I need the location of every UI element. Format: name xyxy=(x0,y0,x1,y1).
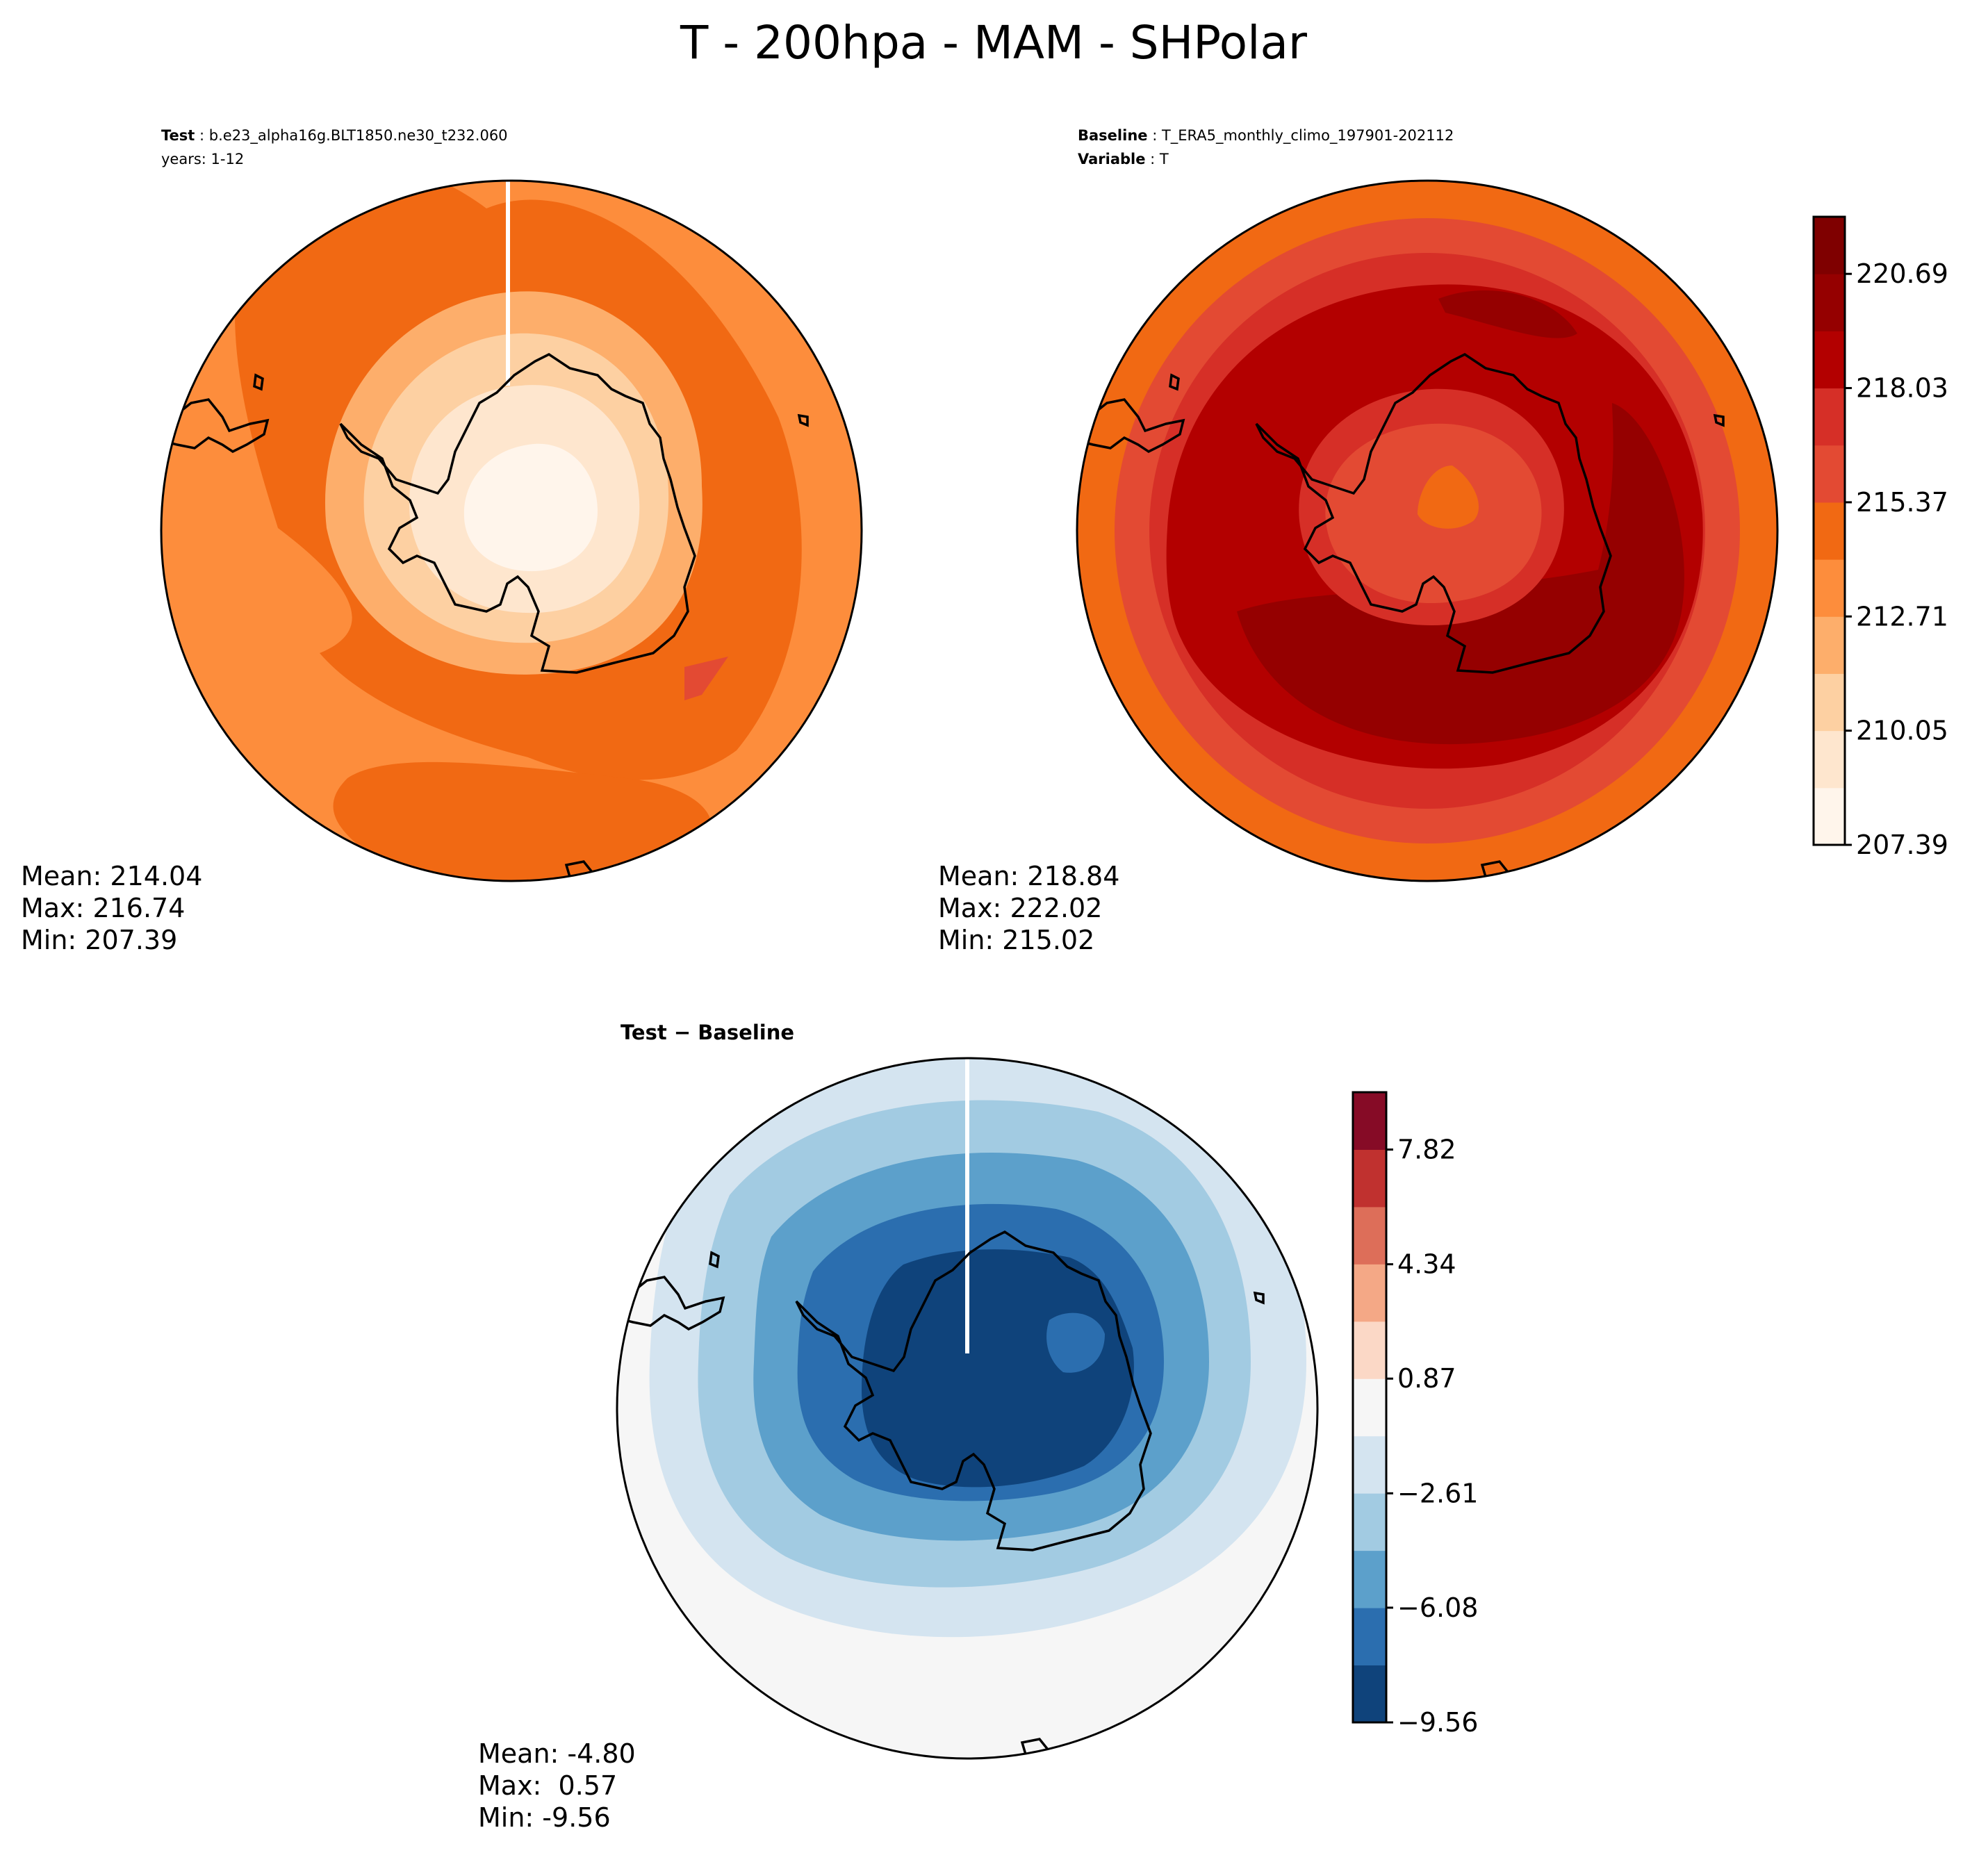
diff-map xyxy=(617,1058,1317,1759)
temp-colorbar-level-2 xyxy=(1814,673,1845,732)
baseline-map xyxy=(1077,181,1777,881)
test-contour-band-6 xyxy=(463,443,598,572)
temp-colorbar-level-8 xyxy=(1814,331,1845,389)
diff-coastline xyxy=(795,1230,1152,1551)
baseline-stat-max: Max: 222.02 xyxy=(938,893,1102,923)
temp-colorbar-level-9 xyxy=(1814,274,1845,331)
temp-colorbar-tick-label: 210.05 xyxy=(1856,716,1948,746)
test-map xyxy=(161,181,862,881)
diff-colorbar-bands xyxy=(1353,1092,1386,1723)
test-coastline-south-america xyxy=(161,398,270,454)
baseline-coastline xyxy=(1255,352,1612,674)
temp-colorbar-bands xyxy=(1814,217,1845,846)
diff-stat-mean: Mean: -4.80 xyxy=(478,1738,636,1769)
test-contour-band-7 xyxy=(684,657,728,700)
diff-colorbar-tick-label: −6.08 xyxy=(1397,1592,1478,1623)
diff-colorbar-level-7 xyxy=(1353,1264,1386,1322)
diff-colorbar-tick-label: 0.87 xyxy=(1397,1363,1456,1394)
diff-colorbar-tick-label: −2.61 xyxy=(1397,1478,1478,1508)
baseline-variable-line: Variable : T xyxy=(1078,151,1169,167)
diff-colorbar-level-4 xyxy=(1353,1435,1386,1494)
baseline-case-line: Baseline : T_ERA5_monthly_climo_197901-2… xyxy=(1078,127,1454,145)
temp-colorbar-tick-label: 218.03 xyxy=(1856,373,1948,404)
baseline-case-sep: : xyxy=(1148,127,1162,144)
diff-colorbar-tick-label: −9.56 xyxy=(1397,1707,1478,1738)
diff-colorbar-level-6 xyxy=(1353,1321,1386,1379)
baseline-case-name: T_ERA5_monthly_climo_197901-202112 xyxy=(1161,127,1454,145)
test-case-line: Test : b.e23_alpha16g.BLT1850.ne30_t232.… xyxy=(161,127,508,145)
baseline-contour-band-8 xyxy=(1418,466,1479,529)
temp-colorbar-tick-label: 215.37 xyxy=(1856,487,1948,518)
temp-colorbar-level-1 xyxy=(1814,730,1845,789)
temp-colorbar-tick-label: 212.71 xyxy=(1856,601,1948,632)
test-case-label: Test xyxy=(161,127,195,144)
temp-colorbar-level-10 xyxy=(1814,217,1845,274)
temp-colorbar-level-0 xyxy=(1814,787,1845,846)
baseline-variable-name: T xyxy=(1159,151,1169,167)
diff-colorbar-level-1 xyxy=(1353,1608,1386,1666)
temp-colorbar-frame xyxy=(1812,215,1846,846)
temp-colorbar-level-4 xyxy=(1814,559,1845,617)
diff-colorbar-ticks: −9.56 −6.08 −2.61 0.87 4.34 7.82 xyxy=(1386,1135,1478,1738)
diff-colorbar-level-8 xyxy=(1353,1206,1386,1265)
diff-colorbar-level-5 xyxy=(1353,1378,1386,1437)
diff-colorbar-level-10 xyxy=(1353,1092,1386,1150)
test-case-name: b.e23_alpha16g.BLT1850.ne30_t232.060 xyxy=(209,127,508,145)
diff-colorbar-frame xyxy=(1352,1091,1388,1724)
test-stat-max: Max: 216.74 xyxy=(21,893,185,923)
baseline-coastline-south-america xyxy=(1077,398,1185,454)
diff-stat-min: Min: -9.56 xyxy=(478,1802,611,1833)
test-coastline xyxy=(339,352,696,674)
diff-colorbar-level-9 xyxy=(1353,1149,1386,1208)
diff-colorbar-tick-label: 4.34 xyxy=(1397,1249,1456,1280)
baseline-stat-min: Min: 215.02 xyxy=(938,925,1094,955)
diff-contour-band-5 xyxy=(862,1249,1134,1488)
figure-title: T - 200hpa - MAM - SHPolar xyxy=(680,16,1308,69)
diff-map-border xyxy=(616,1057,1319,1760)
diff-panel: Test − Baseline Mean: -4.80 Max: 0.57 Mi… xyxy=(478,1021,1478,1833)
baseline-variable-sep: : xyxy=(1145,151,1159,167)
temp-colorbar-tick-label: 220.69 xyxy=(1856,258,1948,289)
test-map-border xyxy=(160,179,863,882)
temp-colorbar: 207.39 210.05 212.71 215.37 218.03 220.69 xyxy=(1812,215,1948,860)
test-contour-band-2 xyxy=(333,761,712,881)
temp-colorbar-ticks: 207.39 210.05 212.71 215.37 218.03 220.69 xyxy=(1845,258,1948,860)
diff-colorbar-tick-label: 7.82 xyxy=(1397,1135,1456,1165)
test-missing-seam xyxy=(506,181,510,386)
diff-contour-band-6 xyxy=(1046,1312,1105,1373)
temp-colorbar-tick-label: 207.39 xyxy=(1856,830,1948,860)
baseline-variable-label: Variable xyxy=(1078,151,1145,167)
test-case-sep: : xyxy=(195,127,208,144)
test-years-line: years: 1-12 xyxy=(161,151,244,167)
diff-missing-seam xyxy=(965,1058,969,1353)
baseline-panel: Baseline : T_ERA5_monthly_climo_197901-2… xyxy=(938,127,1948,955)
test-stat-min: Min: 207.39 xyxy=(21,925,177,955)
baseline-stat-mean: Mean: 218.84 xyxy=(938,861,1119,891)
baseline-case-label: Baseline xyxy=(1078,127,1148,144)
diff-stat-max: Max: 0.57 xyxy=(478,1770,617,1801)
diff-colorbar-level-0 xyxy=(1353,1665,1386,1723)
temp-colorbar-level-3 xyxy=(1814,616,1845,674)
test-panel: Test : b.e23_alpha16g.BLT1850.ne30_t232.… xyxy=(21,127,863,955)
diff-colorbar: −9.56 −6.08 −2.61 0.87 4.34 7.82 xyxy=(1352,1091,1478,1738)
temp-colorbar-level-6 xyxy=(1814,445,1845,503)
temp-colorbar-level-5 xyxy=(1814,502,1845,560)
diff-colorbar-level-3 xyxy=(1353,1493,1386,1551)
temp-colorbar-level-7 xyxy=(1814,388,1845,446)
baseline-contour-band-5 xyxy=(1438,290,1577,338)
test-stat-mean: Mean: 214.04 xyxy=(21,861,202,891)
diff-colorbar-level-2 xyxy=(1353,1550,1386,1608)
baseline-map-border xyxy=(1076,179,1779,882)
diff-coastline-south-america xyxy=(617,1276,725,1331)
diff-panel-title: Test − Baseline xyxy=(621,1021,794,1044)
baseline-contour-band-4 xyxy=(1237,403,1684,745)
